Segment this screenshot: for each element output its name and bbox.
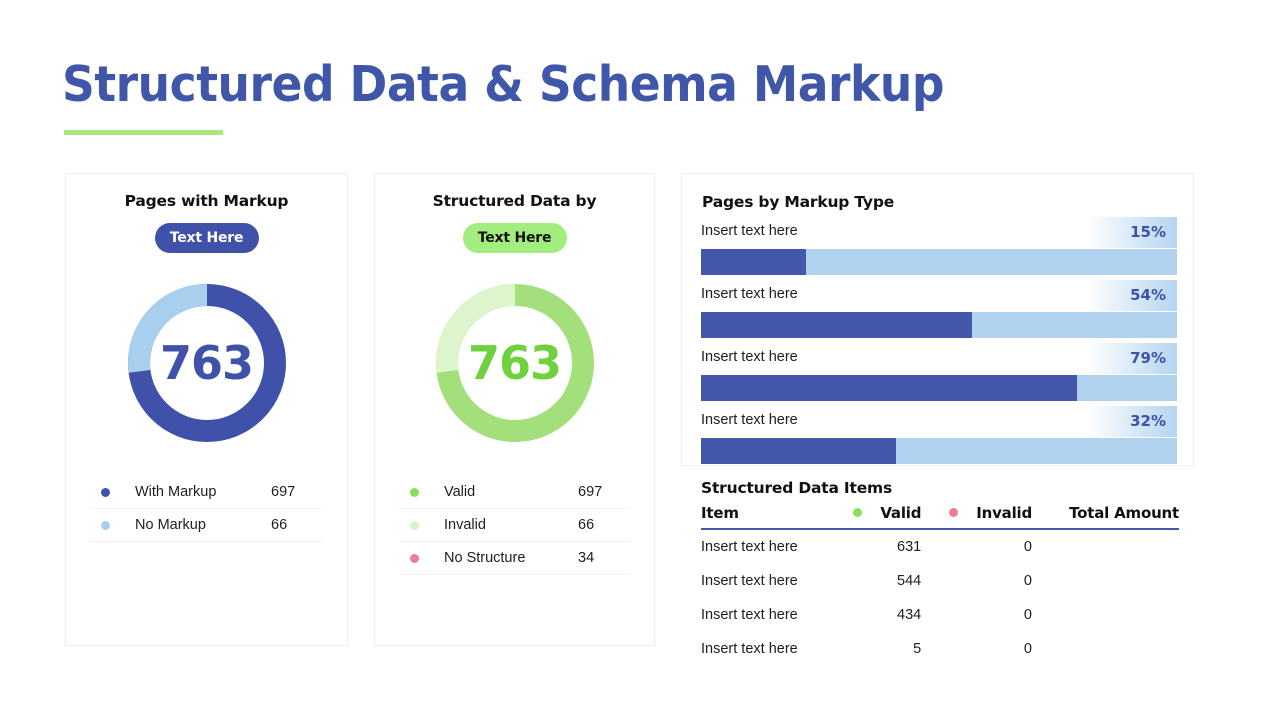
bar-label: Insert text here	[701, 223, 798, 239]
valid-dot-icon	[853, 508, 863, 517]
legend-label: No Markup	[135, 517, 206, 533]
bar-percent-badge: 15%	[1079, 217, 1177, 248]
bar-label: Insert text here	[701, 286, 798, 302]
bar-percent-badge: 32%	[1079, 406, 1177, 437]
title-accent-rule	[64, 130, 223, 135]
cell-valid: 434	[897, 607, 922, 623]
bar-row: Insert text here 32%	[701, 406, 1177, 471]
cell-item: Insert text here	[701, 573, 798, 589]
legend-label: No Structure	[444, 550, 526, 566]
bar-fill	[701, 249, 806, 275]
column-header-valid-label: Valid	[880, 504, 922, 522]
bar-track	[701, 438, 1177, 464]
cell-valid: 5	[913, 641, 922, 657]
cell-invalid: 0	[1023, 539, 1032, 555]
donut-segment-invalid	[435, 284, 594, 442]
cell-item: Insert text here	[701, 607, 798, 623]
legend-item: No Markup 66	[90, 509, 323, 542]
cell-invalid: 0	[1023, 641, 1032, 657]
column-header-valid[interactable]: Valid	[830, 504, 922, 530]
legend-item: Invalid 66	[399, 509, 630, 542]
text-here-button-green[interactable]: Text Here	[462, 223, 567, 253]
donut-segment-no-markup	[127, 284, 286, 442]
panel-title: Pages by Markup Type	[702, 193, 895, 211]
cell-invalid: 0	[1023, 607, 1032, 623]
table-row: Insert text here 434 0	[701, 598, 1179, 632]
legend-pages-with-markup: With Markup 697 No Markup 66	[90, 476, 323, 542]
legend-label: With Markup	[135, 484, 217, 500]
bar-row: Insert text here 79%	[701, 343, 1177, 408]
table-title: Structured Data Items	[701, 479, 892, 497]
bar-track	[701, 312, 1177, 338]
invalid-dot-icon	[949, 508, 959, 517]
structured-data-items-table: Item Valid Invalid Total Amount Insert t…	[701, 504, 1179, 666]
table-header-row: Item Valid Invalid Total Amount	[701, 504, 1179, 530]
column-header-total-amount[interactable]: Total Amount	[1031, 504, 1179, 530]
bar-label: Insert text here	[701, 412, 798, 428]
legend-label: Valid	[444, 484, 476, 500]
donut-center-value: 763	[159, 336, 254, 390]
cell-total	[1032, 529, 1179, 564]
card-title: Structured Data by	[432, 192, 597, 210]
bar-fill	[701, 312, 973, 338]
bar-row: Insert text here 54%	[701, 280, 1177, 345]
legend-item: No Structure 34	[399, 542, 630, 575]
bar-label: Insert text here	[701, 349, 798, 365]
cell-item: Insert text here	[701, 539, 798, 555]
table-row: Insert text here 5 0	[701, 632, 1179, 666]
page-title: Structured Data & Schema Markup	[62, 56, 945, 113]
card-structured-data-by: Structured Data by Text Here 763 Valid 6…	[374, 173, 655, 646]
legend-value: 66	[271, 517, 288, 533]
bar-fill	[701, 438, 897, 464]
cell-total	[1032, 564, 1179, 598]
legend-value: 66	[578, 517, 595, 533]
legend-structured-data: Valid 697 Invalid 66 No Structure 34	[399, 476, 630, 575]
cell-total	[1032, 632, 1179, 666]
bar-percent-badge: 79%	[1079, 343, 1177, 374]
bar-row: Insert text here 15%	[701, 217, 1177, 282]
column-header-invalid[interactable]: Invalid	[921, 504, 1032, 530]
cell-total	[1032, 598, 1179, 632]
text-here-button-blue[interactable]: Text Here	[154, 223, 259, 253]
legend-dot-icon	[101, 487, 110, 497]
donut-svg	[435, 284, 594, 442]
cell-invalid: 0	[1023, 573, 1032, 589]
bar-percent-badge: 54%	[1079, 280, 1177, 311]
card-pages-with-markup: Pages with Markup Text Here 763 With Mar…	[65, 173, 348, 646]
legend-dot-icon	[101, 520, 110, 530]
column-header-invalid-label: Invalid	[976, 504, 1032, 522]
section-structured-data-items: Structured Data Items Item Valid Invalid…	[701, 479, 1179, 666]
cell-item: Insert text here	[701, 641, 798, 657]
cell-valid: 544	[897, 573, 922, 589]
legend-label: Invalid	[444, 517, 486, 533]
donut-chart-pages-with-markup: 763	[121, 277, 293, 449]
legend-dot-icon	[410, 487, 419, 497]
bar-fill	[701, 375, 1078, 401]
donut-svg	[127, 284, 286, 442]
card-title: Pages with Markup	[124, 192, 289, 210]
bar-track	[701, 249, 1177, 275]
legend-value: 697	[271, 484, 296, 500]
legend-item: Valid 697	[399, 476, 630, 509]
legend-value: 34	[578, 550, 595, 566]
legend-item: With Markup 697	[90, 476, 323, 509]
cell-valid: 631	[897, 539, 922, 555]
table-row: Insert text here 544 0	[701, 564, 1179, 598]
bar-track	[701, 375, 1177, 401]
legend-dot-icon	[410, 520, 419, 530]
legend-value: 697	[578, 484, 603, 500]
table-row: Insert text here 631 0	[701, 529, 1179, 564]
panel-pages-by-markup-type: Pages by Markup Type Insert text here 15…	[681, 173, 1194, 466]
donut-center-value: 763	[467, 336, 562, 390]
legend-dot-icon	[410, 553, 419, 563]
bar-list: Insert text here 15% Insert text here 54…	[701, 217, 1177, 471]
donut-chart-structured-data: 763	[429, 277, 601, 449]
column-header-item[interactable]: Item	[701, 504, 831, 530]
